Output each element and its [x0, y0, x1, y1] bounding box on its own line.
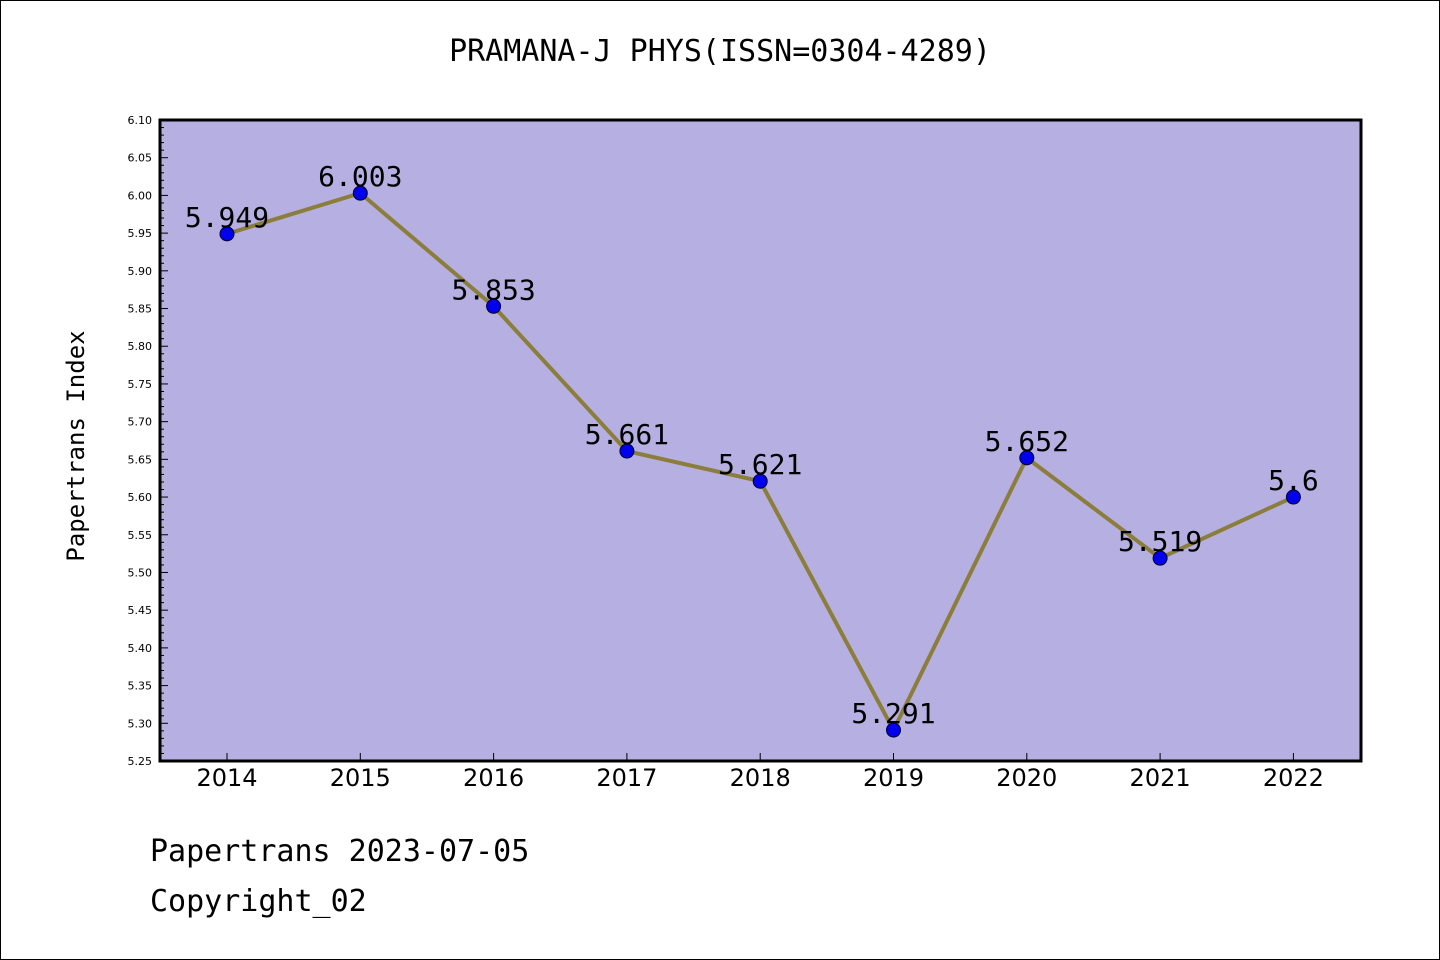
y-tick-label: 5.40 — [128, 642, 153, 655]
y-tick-label: 5.30 — [128, 717, 153, 730]
x-tick-label: 2017 — [596, 764, 657, 792]
footer-copyright: Copyright_02 — [150, 884, 367, 919]
x-tick-label: 2014 — [196, 764, 257, 792]
x-tick-label: 2015 — [330, 764, 391, 792]
y-tick-label: 5.25 — [128, 755, 153, 768]
data-label: 5.949 — [185, 201, 269, 234]
data-point — [1152, 550, 1168, 566]
data-point — [619, 443, 635, 459]
data-point — [1285, 489, 1301, 505]
data-label: 5.6 — [1268, 464, 1319, 497]
x-tick-label: 2018 — [730, 764, 791, 792]
chart-title: PRAMANA-J PHYS(ISSN=0304-4289) — [449, 34, 991, 69]
data-point — [886, 722, 901, 738]
data-label: 5.661 — [585, 418, 669, 451]
y-tick-label: 5.55 — [128, 529, 153, 542]
x-tick-label: 2016 — [463, 764, 524, 792]
y-tick-label: 5.50 — [128, 566, 153, 579]
y-tick-label: 5.90 — [128, 265, 153, 278]
x-tick-label: 2020 — [996, 764, 1057, 792]
y-tick-label: 6.10 — [128, 114, 153, 127]
x-tick-label: 2019 — [863, 764, 924, 792]
y-tick-label: 5.85 — [128, 303, 153, 316]
y-tick-label: 6.00 — [128, 189, 153, 202]
data-points — [219, 185, 1301, 738]
y-axis: 5.25 5.30 5.35 5.40 5.45 5.50 5.55 5.60 5.65 5.70… — [128, 114, 168, 768]
data-label: 5.652 — [985, 425, 1069, 458]
y-tick-label: 5.65 — [128, 453, 153, 466]
y-tick-label: 5.60 — [128, 491, 153, 504]
data-point — [352, 185, 368, 201]
data-label: 5.621 — [718, 448, 802, 481]
y-tick-label: 5.70 — [128, 416, 153, 429]
x-tick-label: 2021 — [1130, 764, 1191, 792]
y-tick-label: 5.80 — [128, 340, 153, 353]
data-point — [752, 473, 768, 489]
x-axis: 2014 2015 2016 2017 2018 2019 2020 2021 2022 — [196, 753, 1324, 792]
y-tick-label: 6.05 — [128, 152, 153, 165]
y-tick-label: 5.95 — [128, 227, 153, 240]
data-label: 6.003 — [318, 160, 402, 193]
plot-area — [158, 118, 1363, 763]
data-label: 5.853 — [451, 273, 535, 306]
y-tick-label: 5.45 — [128, 604, 153, 617]
y-tick-label: 5.35 — [128, 680, 153, 693]
data-point — [219, 226, 235, 242]
x-tick-label: 2022 — [1263, 764, 1324, 792]
footer-date: Papertrans 2023-07-05 — [150, 834, 530, 869]
data-labels: 5.949 6.003 5.853 5.661 5.621 5.291 5.652 5.519… — [185, 160, 1319, 730]
data-point — [1019, 450, 1035, 466]
data-label: 5.291 — [851, 697, 935, 730]
data-label: 5.519 — [1118, 525, 1202, 558]
y-tick-label: 5.75 — [128, 378, 153, 391]
data-point — [486, 298, 502, 314]
